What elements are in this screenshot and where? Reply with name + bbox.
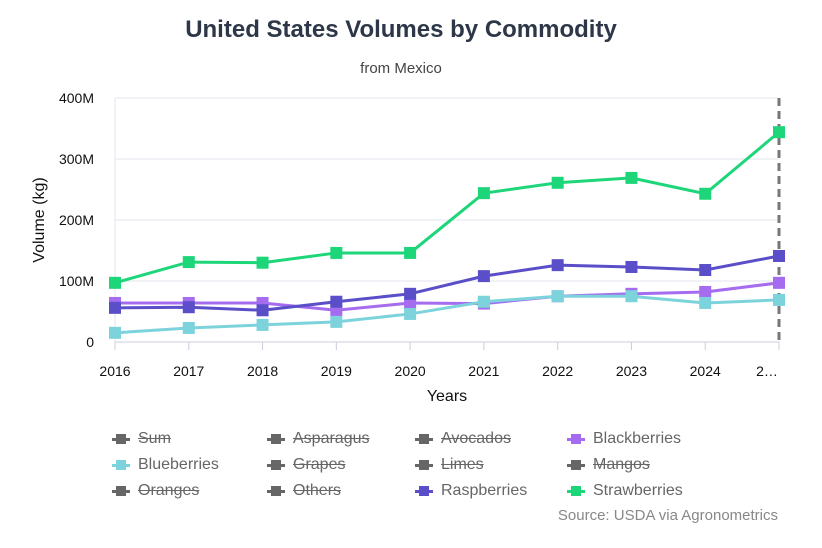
legend-item-others[interactable]: Others (267, 482, 415, 500)
y-tick-label: 300M (59, 151, 94, 167)
legend-marker-icon (267, 486, 285, 496)
legend-marker-icon (567, 460, 585, 470)
data-point-blueberries (109, 326, 121, 339)
x-tick-label: 2017 (173, 363, 204, 379)
legend-item-sum[interactable]: Sum (112, 430, 267, 448)
legend-item-blackberries[interactable]: Blackberries (567, 430, 727, 448)
data-point-blackberries (773, 276, 785, 289)
series-line-blackberries (115, 281, 780, 312)
legend-label: Sum (138, 430, 171, 447)
data-point-raspberries (699, 264, 712, 277)
legend-item-asparagus[interactable]: Asparagus (267, 430, 415, 448)
data-point-raspberries (625, 260, 638, 273)
data-point-raspberries (551, 259, 564, 272)
legend-label: Avocados (441, 430, 511, 447)
x-axis-title: Years (427, 388, 467, 405)
x-tick-label: 2016 (99, 363, 130, 379)
data-point-strawberries (404, 246, 417, 259)
legend-item-limes[interactable]: Limes (415, 456, 567, 474)
data-point-blueberries (699, 296, 712, 309)
legend-label: Blackberries (593, 430, 682, 447)
data-point-blueberries (551, 290, 564, 303)
legend-marker-icon (415, 460, 433, 470)
legend-marker-icon (112, 434, 130, 444)
data-point-blackberries (404, 296, 417, 309)
data-point-blueberries (773, 293, 785, 306)
data-point-strawberries (109, 276, 121, 289)
data-point-blueberries (182, 321, 195, 334)
data-point-strawberries (330, 246, 343, 259)
legend-item-blueberries[interactable]: Blueberries (112, 456, 267, 474)
data-point-blueberries (404, 307, 417, 320)
data-point-strawberries (625, 171, 638, 184)
data-point-strawberries (182, 256, 195, 269)
data-point-strawberries (699, 187, 712, 200)
x-tick-label: 2018 (247, 363, 278, 379)
legend-item-strawberries[interactable]: Strawberries (567, 482, 727, 500)
series-line-strawberries (114, 131, 780, 285)
data-point-blueberries (625, 290, 638, 303)
legend-marker-icon (567, 434, 585, 444)
chart-subtitle: from Mexico (360, 60, 442, 77)
data-point-raspberries (330, 295, 343, 308)
y-tick-label: 0 (86, 334, 94, 350)
data-point-raspberries (404, 287, 417, 300)
data-point-raspberries (256, 304, 269, 317)
data-point-raspberries (182, 301, 195, 314)
legend-label: Blueberries (138, 456, 219, 473)
source-credit: Source: USDA via Agronometrics (557, 507, 778, 524)
x-tick-label: 2019 (321, 363, 352, 379)
legend-label: Others (293, 482, 342, 499)
x-tick-label: 2023 (616, 363, 647, 379)
data-point-strawberries (477, 187, 490, 200)
series-line-blueberries (114, 294, 780, 335)
y-tick-label: 200M (59, 212, 94, 228)
legend-item-raspberries[interactable]: Raspberries (415, 482, 567, 500)
legend-marker-icon (567, 486, 585, 496)
x-tick-label: 2021 (468, 363, 499, 379)
legend-label: Oranges (138, 482, 200, 499)
legend-label: Mangos (593, 456, 650, 473)
data-point-blueberries (477, 295, 490, 308)
legend-label: Asparagus (293, 430, 370, 447)
legend-label: Strawberries (593, 482, 683, 499)
data-point-strawberries (256, 256, 269, 269)
x-tick-label: 2022 (542, 363, 573, 379)
data-point-blueberries (256, 318, 269, 331)
legend-item-avocados[interactable]: Avocados (415, 430, 567, 448)
data-point-raspberries (477, 270, 490, 283)
legend-marker-icon (112, 486, 130, 496)
data-point-blueberries (330, 315, 343, 328)
data-point-raspberries (109, 301, 121, 314)
legend-marker-icon (112, 460, 130, 470)
data-point-raspberries (773, 249, 785, 262)
legend: Sum Asparagus Avocados Blackberries Blueberr… (112, 430, 732, 500)
legend-item-oranges[interactable]: Oranges (112, 482, 267, 500)
x-tick-label: 2024 (690, 363, 721, 379)
legend-marker-icon (415, 486, 433, 496)
legend-label: Limes (441, 456, 484, 473)
legend-label: Grapes (293, 456, 346, 473)
y-tick-label: 400M (59, 90, 94, 106)
y-axis-title: Volume (kg) (31, 177, 48, 262)
legend-item-mangos[interactable]: Mangos (567, 456, 727, 474)
series-line-raspberries (114, 254, 780, 312)
data-point-strawberries (551, 176, 564, 189)
y-tick-label: 100M (59, 273, 94, 289)
x-tick-label: 2020 (395, 363, 426, 379)
legend-item-grapes[interactable]: Grapes (267, 456, 415, 474)
legend-marker-icon (267, 434, 285, 444)
data-point-blackberries (699, 285, 712, 298)
chart-title: United States Volumes by Commodity (185, 16, 617, 43)
x-tick-label: 2… (756, 363, 778, 379)
legend-label: Raspberries (441, 482, 528, 499)
legend-marker-icon (415, 434, 433, 444)
data-point-strawberries (773, 126, 785, 139)
legend-marker-icon (267, 460, 285, 470)
